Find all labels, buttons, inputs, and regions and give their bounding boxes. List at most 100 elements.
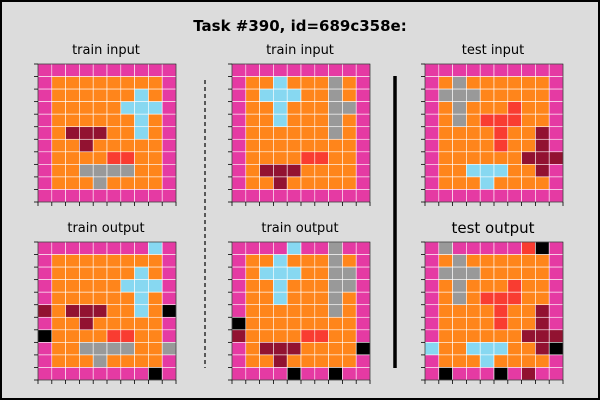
grid-cell [245,367,260,381]
grid-cell [134,101,149,115]
grid-cell [548,367,564,381]
grid-cell [300,76,316,90]
grid-cell [106,291,122,306]
grid-cell [79,138,94,153]
grid-train-output-2 [228,241,371,384]
grid-cell [424,113,440,128]
grid-cell [493,126,509,140]
grid-cell [452,113,467,128]
grid-cell [535,354,550,368]
grid-cell [314,291,329,306]
grid-cell [134,88,149,102]
grid-cell [342,164,357,178]
grid-cell [106,76,122,90]
grid-cell [148,367,163,381]
grid-cell [493,304,509,318]
grid-cell [342,266,357,280]
grid-cell [286,101,302,115]
grid-cell [161,164,177,178]
grid-cell [438,189,453,203]
grid-cell [493,101,509,115]
grid-cell [355,329,371,343]
grid-cell [51,291,66,306]
grid-cell [120,266,135,280]
grid-cell [521,176,536,190]
grid-cell [65,88,80,102]
grid-cell [438,342,453,356]
grid-cell [355,126,371,140]
grid-cell [37,304,53,318]
grid-cell [452,342,467,356]
grid-cell [548,266,564,280]
grid-cell [438,88,453,102]
grid-cell [65,151,80,165]
grid-cell [314,164,329,178]
grid-cell [355,189,371,203]
grid-cell [355,63,371,77]
grid-cell [51,176,66,190]
grid-cell [106,164,122,178]
grid-cell [134,151,149,165]
grid-cell [438,367,453,381]
grid-cell [355,304,371,318]
grid-cell [161,176,177,190]
grid-cell [134,254,149,268]
grid-cell [286,342,302,356]
grid-cell [479,189,495,203]
grid-cell [479,151,495,165]
grid-cell [479,113,495,128]
grid-cell [342,342,357,356]
grid-cell [507,329,522,343]
grid-train-input-2 [228,63,371,206]
grid-cell [134,241,149,255]
grid-cell [161,126,177,140]
grid-cell [231,342,247,356]
grid-cell [79,354,94,368]
grid-cell [493,316,509,331]
grid-cell [120,316,135,331]
grid-cell [314,279,329,293]
grid-cell [314,316,329,331]
grid-cell [507,279,522,293]
grid-cell [507,189,522,203]
grid-cell [286,304,302,318]
grid-cell [259,176,274,190]
grid-cell [342,367,357,381]
grid-cell [79,279,94,293]
grid-cell [300,138,316,153]
grid-cell [300,176,316,190]
grid-cell [79,266,94,280]
grid-cell [424,254,440,268]
grid-cell [148,241,163,255]
grid-cell [424,354,440,368]
grid-cell [548,76,564,90]
grid-cell [65,76,80,90]
grid-cell [120,241,135,255]
grid-cell [507,76,522,90]
grid-cell [355,291,371,306]
grid-cell [245,329,260,343]
grid-cell [92,329,108,343]
grid-cell [493,138,509,153]
grid-cell [65,354,80,368]
grid-cell [161,329,177,343]
grid-cell [314,367,329,381]
grid-cell [342,254,357,268]
grid-cell [161,291,177,306]
grid-cell [259,342,274,356]
grid-cell [535,367,550,381]
grid-cell [466,151,481,165]
grid-cell [231,291,247,306]
grid-cell [507,88,522,102]
grid-cell [438,151,453,165]
grid-cell [314,126,329,140]
grid-cell [479,63,495,77]
grid-cell [355,279,371,293]
grid-cell [438,316,453,331]
grid-cell [106,241,122,255]
grid-cell [161,254,177,268]
grid-cell [245,354,260,368]
grid-cell [231,189,247,203]
grid-cell [161,367,177,381]
panel-label-train-input-1: train input [72,43,140,58]
